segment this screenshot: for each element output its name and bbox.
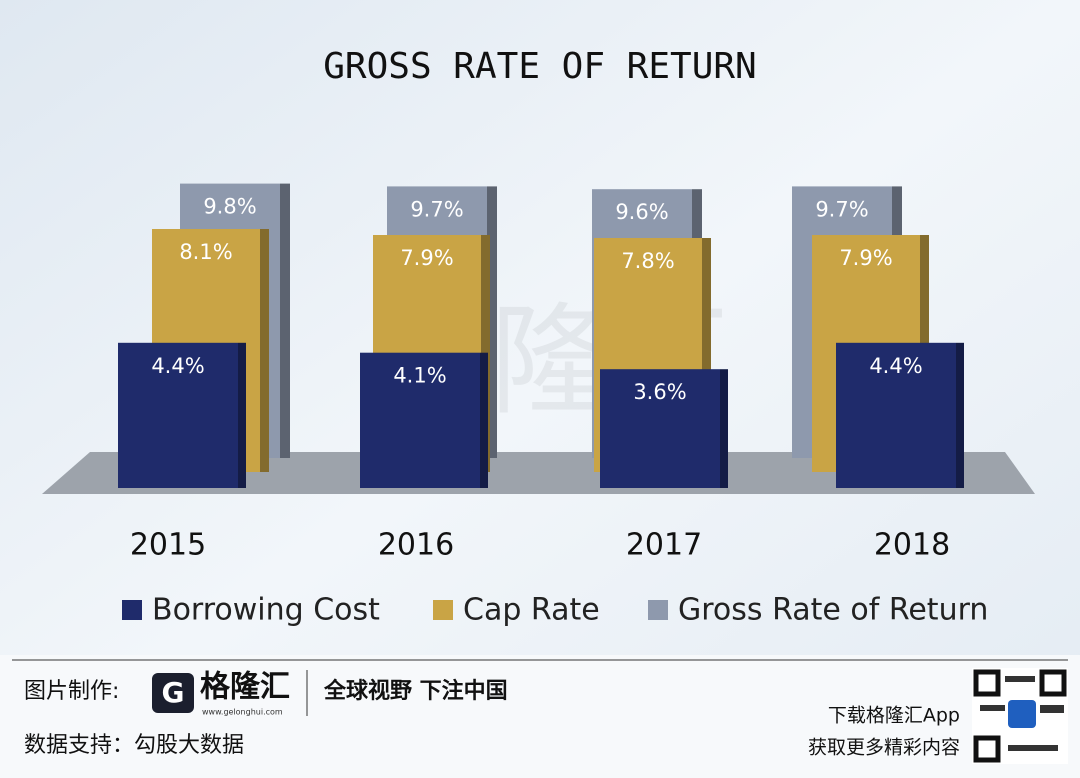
chart-title: GROSS RATE OF RETURN <box>323 46 756 87</box>
bar-side <box>702 238 711 472</box>
x-tick-label: 2015 <box>130 528 206 563</box>
legend-label: Cap Rate <box>463 593 600 628</box>
data-label: 3.6% <box>633 380 686 404</box>
data-label: 9.7% <box>815 197 868 221</box>
legend-label: Borrowing Cost <box>152 593 380 628</box>
bar <box>360 352 480 488</box>
brand: 格隆汇 <box>200 670 290 705</box>
x-tick-label: 2016 <box>378 528 454 563</box>
floor <box>42 452 1035 494</box>
data-label: 4.4% <box>869 354 922 378</box>
source: 数据支持：勾股大数据 <box>24 733 244 758</box>
bar <box>836 342 956 488</box>
bar-side <box>238 342 246 488</box>
qr-code <box>972 668 1068 764</box>
data-label: 8.1% <box>179 240 232 264</box>
x-tick-label: 2018 <box>874 528 950 563</box>
data-label: 7.9% <box>839 246 892 270</box>
data-label: 7.9% <box>400 246 453 270</box>
bar-side <box>956 342 964 488</box>
bar-side <box>260 229 269 472</box>
bar-side <box>280 183 290 458</box>
bar <box>600 369 720 488</box>
legend-swatch <box>433 600 453 620</box>
slogan: 全球视野 下注中国 <box>323 678 508 704</box>
bar-side <box>480 352 488 488</box>
legend-swatch <box>648 600 668 620</box>
data-label: 9.6% <box>615 200 668 224</box>
legend-label: Gross Rate of Return <box>678 593 988 628</box>
data-label: 7.8% <box>621 249 674 273</box>
app-line: 获取更多精彩内容 <box>808 737 960 759</box>
app-line: 下载格隆汇App <box>828 705 960 727</box>
logo-letter: G <box>162 676 185 709</box>
logo-box <box>152 673 194 713</box>
maker-label: 图片制作: <box>24 679 119 704</box>
legend-swatch <box>122 600 142 620</box>
data-label: 4.1% <box>393 364 446 388</box>
data-label: 9.8% <box>203 195 256 219</box>
bar <box>118 342 238 488</box>
data-label: 4.4% <box>151 354 204 378</box>
bar-side <box>487 186 497 458</box>
brand-url: www.gelonghui.com <box>202 708 283 717</box>
x-tick-label: 2017 <box>626 528 702 563</box>
data-label: 9.7% <box>410 197 463 221</box>
bar-side <box>720 369 728 488</box>
